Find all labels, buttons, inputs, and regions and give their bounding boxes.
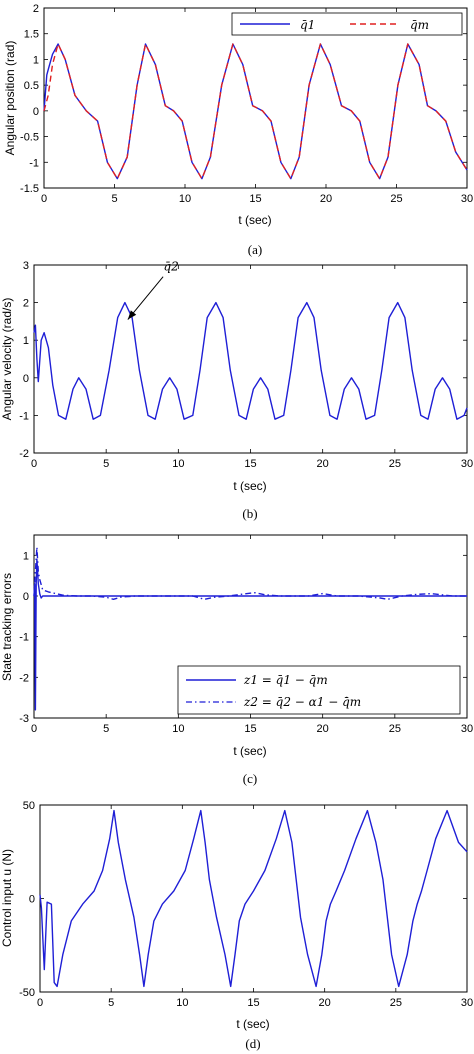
y-tick-group: -1.5 -1 -0.5 0 0.5 1 1.5 2 xyxy=(20,3,467,195)
x-tick-label: 0 xyxy=(37,997,43,1009)
x-tick-label: 30 xyxy=(461,997,473,1009)
series-lines xyxy=(43,43,468,180)
x-axis-label: t (sec) xyxy=(238,213,271,227)
x-tick-label: 25 xyxy=(389,458,401,470)
y-tick-group: -50 0 50 xyxy=(19,800,467,999)
y-axis-label: Angular velocity (rad/s) xyxy=(0,298,14,421)
x-tick-group: 0 5 10 15 20 25 30 xyxy=(31,265,473,470)
x-tick-label: 5 xyxy=(103,723,109,735)
y-tick-label: -1 xyxy=(19,632,29,644)
x-tick-label: 5 xyxy=(108,997,114,1009)
x-tick-label: 5 xyxy=(103,458,109,470)
x-tick-label: 20 xyxy=(320,193,332,205)
x-tick-label: 10 xyxy=(172,458,184,470)
series-line-1 xyxy=(39,809,468,988)
x-tick-label: 0 xyxy=(31,458,37,470)
x-tick-label: 20 xyxy=(319,997,331,1009)
legend-label-z1: z1 = q̄1 − q̄m xyxy=(243,673,328,687)
y-tick-label: -1 xyxy=(29,157,39,169)
plot-frame xyxy=(33,264,468,454)
y-axis-label: Angular position (rad) xyxy=(3,41,17,156)
y-tick-label: -3 xyxy=(19,713,29,725)
y-tick-label: 2 xyxy=(23,298,29,310)
x-tick-label: 25 xyxy=(390,997,402,1009)
x-tick-label: 25 xyxy=(390,193,402,205)
legend-label-qm: q̄m xyxy=(410,18,429,32)
x-tick-label: 30 xyxy=(461,193,473,205)
y-tick-label: 1 xyxy=(23,335,29,347)
y-tick-group: -2 -1 0 1 2 3 xyxy=(19,260,467,460)
x-tick-label: 15 xyxy=(244,458,256,470)
y-tick-label: -0.5 xyxy=(20,132,39,144)
x-tick-label: 30 xyxy=(461,723,473,735)
legend-label-q1: q̄1 xyxy=(300,18,315,32)
y-tick-label: -2 xyxy=(19,672,29,684)
x-tick-label: 15 xyxy=(249,193,261,205)
annotation-q2: q̄2 xyxy=(127,260,179,320)
x-axis-label: t (sec) xyxy=(233,744,266,758)
x-tick-label: 15 xyxy=(244,723,256,735)
x-tick-label: 5 xyxy=(111,193,117,205)
series-line-1 xyxy=(33,558,467,711)
y-tick-label: 0 xyxy=(23,591,29,603)
series-lines xyxy=(39,809,468,988)
x-tick-label: 10 xyxy=(179,193,191,205)
x-tick-label: 20 xyxy=(317,723,329,735)
series-lines xyxy=(33,546,467,711)
panel-caption: (d) xyxy=(245,1036,260,1051)
y-tick-label: 1.5 xyxy=(24,29,39,41)
x-tick-label: 30 xyxy=(461,458,473,470)
annotation-label: q̄2 xyxy=(163,260,178,274)
y-tick-label: -50 xyxy=(19,987,35,999)
legend: z1 = q̄1 − q̄m z2 = q̄2 − α1 − q̄̇m xyxy=(177,665,461,715)
y-axis-label: Control input u (N) xyxy=(0,849,14,947)
x-tick-label: 25 xyxy=(389,723,401,735)
y-tick-label: 0 xyxy=(29,894,35,906)
annotation-arrow-head xyxy=(127,310,137,320)
panel-b-angular-velocity: 0 5 10 15 20 25 30 -2 -1 0 1 2 3 t (sec) Angular ve… xyxy=(0,260,473,521)
y-tick-label: 0 xyxy=(33,106,39,118)
legend: q̄1 q̄m xyxy=(231,12,463,36)
y-tick-label: -2 xyxy=(19,448,29,460)
y-tick-label: 50 xyxy=(23,800,35,812)
series-lines xyxy=(33,301,468,420)
x-axis-label: t (sec) xyxy=(236,1017,269,1031)
series-line-2 xyxy=(43,43,468,180)
annotation-arrow-line xyxy=(127,276,164,320)
panel-caption: (c) xyxy=(243,771,257,786)
x-tick-group: 0 5 10 15 20 25 30 xyxy=(37,805,473,1009)
x-tick-label: 20 xyxy=(317,458,329,470)
y-tick-label: -1 xyxy=(19,410,29,422)
y-tick-label: 3 xyxy=(23,260,29,272)
legend-box xyxy=(177,665,461,715)
y-tick-label: 1 xyxy=(23,550,29,562)
series-line-2 xyxy=(33,546,467,600)
panel-caption: (b) xyxy=(242,506,257,521)
panel-a-angular-position: 0 5 10 15 20 25 30 -1.5 -1 -0.5 0 0.5 1 1.5 2 t (sec)… xyxy=(3,3,473,257)
panel-c-state-tracking-errors: 0 5 10 15 20 25 30 -3 -2 -1 0 1 t (sec) State trac… xyxy=(0,534,473,786)
x-tick-label: 10 xyxy=(172,723,184,735)
y-axis-label: State tracking errors xyxy=(0,573,14,681)
legend-box xyxy=(231,12,463,36)
panel-caption: (a) xyxy=(248,242,262,257)
x-tick-label: 0 xyxy=(31,723,37,735)
series-line-1 xyxy=(33,301,468,420)
x-tick-group: 0 5 10 15 20 25 30 xyxy=(41,8,473,205)
x-tick-label: 10 xyxy=(176,997,188,1009)
y-tick-label: 0.5 xyxy=(24,80,39,92)
y-tick-label: 0 xyxy=(23,373,29,385)
y-tick-label: 1 xyxy=(33,54,39,66)
x-tick-group: 0 5 10 15 20 25 30 xyxy=(31,535,473,735)
x-tick-label: 15 xyxy=(247,997,259,1009)
y-tick-label: -1.5 xyxy=(20,183,39,195)
x-tick-label: 0 xyxy=(41,193,47,205)
plot-frame xyxy=(39,804,468,993)
x-axis-label: t (sec) xyxy=(233,479,266,493)
y-tick-label: 2 xyxy=(33,3,39,15)
legend-label-z2: z2 = q̄2 − α1 − q̄̇m xyxy=(243,695,361,709)
